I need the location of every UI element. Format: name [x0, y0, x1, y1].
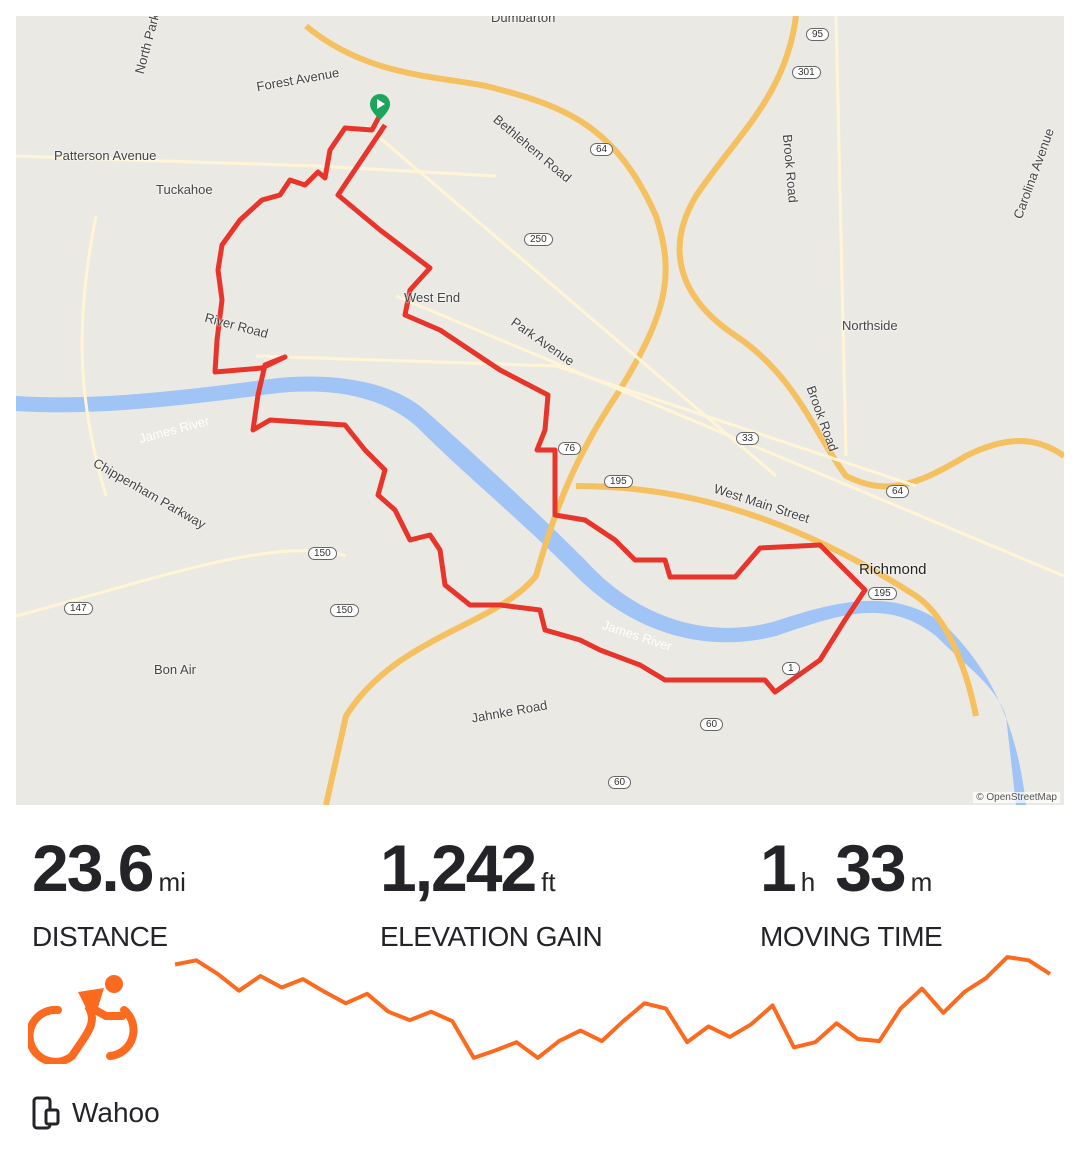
- route-shield: 60: [700, 718, 724, 731]
- route-shield: 95: [806, 28, 830, 41]
- device-icon: [32, 1096, 60, 1130]
- hours-unit: h: [800, 867, 816, 897]
- elevation-profile: [174, 955, 1052, 1060]
- elevation-line: [174, 955, 1052, 1060]
- route-shield: 76: [558, 442, 582, 455]
- route-shield: 64: [886, 485, 910, 498]
- route-shield: 147: [64, 602, 93, 615]
- map-label: Dumbarton: [491, 16, 556, 25]
- elevation-value: 1,242: [380, 831, 537, 905]
- elevation-unit: ft: [541, 867, 556, 897]
- start-marker[interactable]: [370, 94, 390, 120]
- map-canvas: [16, 16, 1064, 805]
- moving-time-label: MOVING TIME: [760, 921, 943, 952]
- device-info: Wahoo: [32, 1096, 160, 1130]
- elevation-stat: 1,242 ft ELEVATION GAIN: [380, 835, 603, 953]
- route-map[interactable]: Dumbarton Forest Avenue North Park Patte…: [16, 16, 1064, 805]
- map-label: West End: [404, 290, 461, 305]
- distance-value: 23.6: [32, 831, 154, 905]
- minutes-value: 33: [835, 831, 906, 905]
- map-label: Northside: [842, 318, 898, 333]
- distance-unit: mi: [158, 867, 186, 897]
- hours-value: 1: [760, 831, 797, 905]
- route-shield: 33: [736, 432, 760, 445]
- device-name: Wahoo: [72, 1097, 160, 1128]
- map-label: Patterson Avenue: [54, 148, 157, 163]
- distance-label: DISTANCE: [32, 921, 168, 952]
- route-shield: 301: [792, 66, 821, 79]
- map-label: Tuckahoe: [156, 182, 213, 197]
- roads: [16, 16, 1064, 618]
- route-shield: 150: [330, 604, 359, 617]
- route-shield: 150: [308, 547, 337, 560]
- route-shield: 1: [782, 662, 800, 675]
- route-shield: 60: [608, 776, 632, 789]
- route-shield: 64: [590, 143, 614, 156]
- map-label: Bon Air: [154, 662, 196, 677]
- distance-stat: 23.6 mi DISTANCE: [32, 835, 186, 953]
- route-shield: 250: [524, 233, 553, 246]
- cycling-icon: [28, 975, 138, 1064]
- route-line: [212, 113, 868, 695]
- map-label: Richmond: [859, 561, 927, 578]
- map-attribution[interactable]: © OpenStreetMap: [973, 792, 1060, 803]
- route-shield: 195: [604, 475, 633, 488]
- moving-time-stat: 1 h 33 m MOVING TIME: [760, 835, 943, 953]
- elevation-label: ELEVATION GAIN: [380, 921, 603, 952]
- minutes-unit: m: [910, 867, 933, 897]
- route-shield: 195: [868, 587, 897, 600]
